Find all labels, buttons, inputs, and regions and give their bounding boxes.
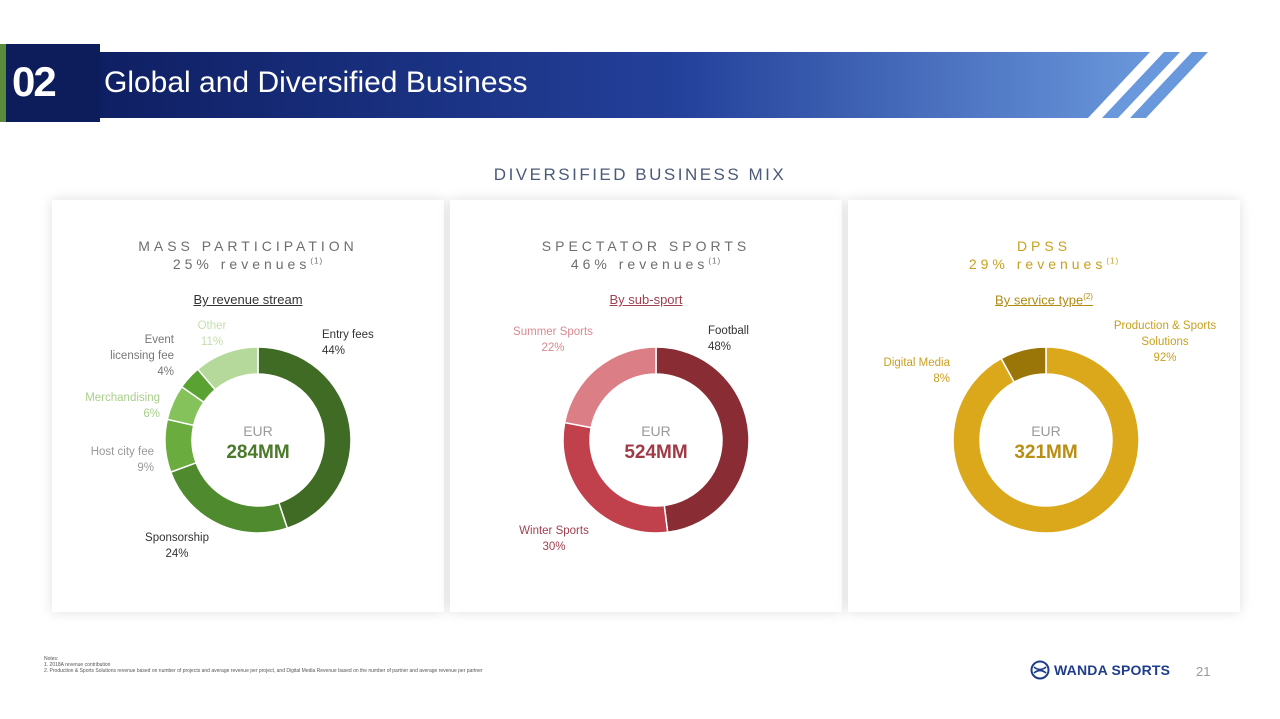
panel-subtitle: 46% revenues(1)	[570, 256, 722, 272]
panel-dpss: DPSS 29% revenues(1) By service type(2) …	[848, 200, 1240, 612]
segment-label-other: Other 11%	[197, 320, 227, 348]
breakdown-label: By service type(2)	[995, 292, 1093, 308]
panel-subtitle: 29% revenues(1)	[968, 256, 1120, 272]
breakdown-label: By sub-sport	[609, 292, 683, 307]
page-number: 21	[1196, 664, 1211, 679]
section-number: 02	[12, 58, 57, 105]
slide-title: Global and Diversified Business	[104, 66, 528, 99]
donut-currency: EUR	[1031, 423, 1061, 439]
segment-label-winter-sports: Winter Sports 30%	[519, 525, 589, 553]
panel-title: SPECTATOR SPORTS	[541, 238, 751, 254]
segment-label-sponsorship: Sponsorship 24%	[145, 532, 209, 560]
donut-segment-football	[655, 346, 750, 534]
donut-segment-winter-sports	[562, 421, 669, 534]
business-mix-title: DIVERSIFIED BUSINESS MIX	[493, 165, 787, 184]
header-band	[0, 44, 1210, 122]
globe-icon	[1030, 660, 1050, 680]
wanda-sports-logo: WANDA SPORTS	[1030, 660, 1170, 680]
footnotes: Notes: 1. 2018A revenue contribution 2. …	[44, 656, 483, 674]
panel-mass-participation: MASS PARTICIPATION 25% revenues(1) By re…	[52, 200, 444, 612]
segment-label-entry-fees: Entry fees 44%	[322, 329, 374, 357]
donut-chart-dpss	[952, 346, 1140, 534]
donut-total: 284MM	[226, 442, 290, 463]
donut-segment-sponsorship	[169, 461, 289, 534]
donut-segment-summer-sports	[563, 346, 657, 429]
donut-currency: EUR	[243, 423, 273, 439]
panel-spectator-sports: SPECTATOR SPORTS 46% revenues(1) By sub-…	[450, 200, 842, 612]
segment-label-host-city-fee: Host city fee 9%	[90, 446, 154, 474]
donut-chart-spectator-sports	[562, 346, 750, 534]
segment-label-football: Football 48%	[708, 325, 749, 353]
donut-segment-entry-fees	[257, 346, 352, 530]
donut-currency: EUR	[641, 423, 671, 439]
panel-title: MASS PARTICIPATION	[138, 238, 358, 254]
breakdown-label: By revenue stream	[193, 292, 303, 307]
donut-segment-other	[196, 346, 259, 391]
brand-name: WANDA SPORTS	[1054, 662, 1171, 678]
donut-total: 524MM	[624, 442, 688, 463]
donut-segment-production-sports-solutions	[952, 346, 1140, 534]
donut-total: 321MM	[1014, 442, 1078, 463]
segment-label-event-licensing-fee: Event licensing fee 4%	[110, 334, 174, 378]
donut-segment-digital-media	[1000, 346, 1047, 384]
panel-subtitle: 25% revenues(1)	[172, 256, 324, 272]
panel-title: DPSS	[1016, 238, 1072, 254]
segment-label-production-sports-solutions: Production & Sports Solutions 92%	[1113, 320, 1217, 364]
donut-chart-mass-participation	[164, 346, 352, 534]
segment-label-merchandising: Merchandising 6%	[85, 392, 160, 420]
segment-label-summer-sports: Summer Sports 22%	[513, 326, 593, 354]
segment-label-digital-media: Digital Media 8%	[883, 357, 950, 385]
